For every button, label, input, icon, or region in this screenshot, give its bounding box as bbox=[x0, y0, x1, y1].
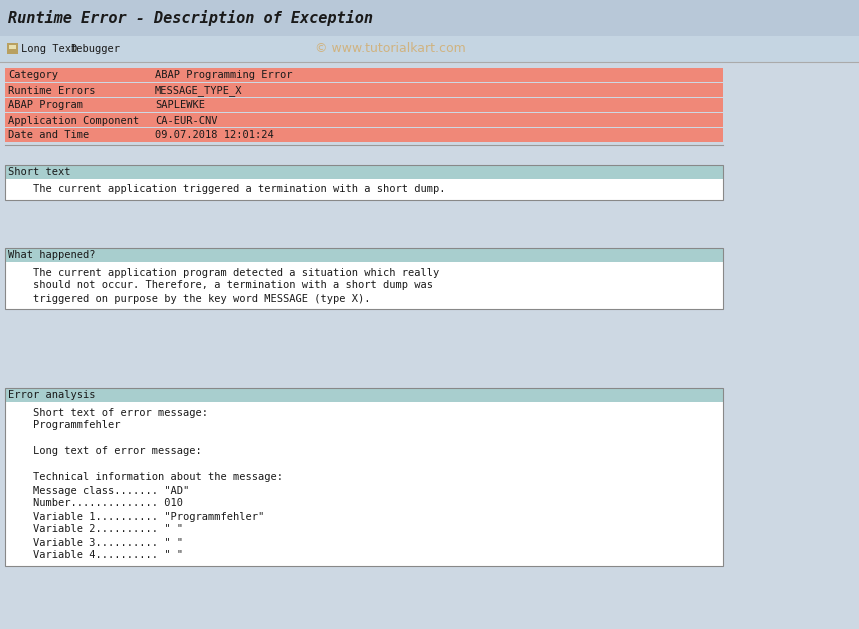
Text: Variable 1.......... "Programmfehler": Variable 1.......... "Programmfehler" bbox=[8, 511, 265, 521]
Text: Short text: Short text bbox=[8, 167, 70, 177]
Bar bbox=[5, 248, 723, 262]
Text: Number.............. 010: Number.............. 010 bbox=[8, 499, 183, 508]
Text: © www.tutorialkart.com: © www.tutorialkart.com bbox=[314, 43, 466, 55]
Bar bbox=[5, 262, 723, 309]
Bar bbox=[0, 0, 859, 36]
Bar bbox=[5, 113, 723, 127]
Bar bbox=[5, 388, 723, 566]
Text: SAPLEWKE: SAPLEWKE bbox=[155, 101, 205, 111]
Bar bbox=[5, 248, 723, 309]
Text: The current application program detected a situation which really: The current application program detected… bbox=[8, 267, 439, 277]
Text: should not occur. Therefore, a termination with a short dump was: should not occur. Therefore, a terminati… bbox=[8, 281, 433, 291]
Text: MESSAGE_TYPE_X: MESSAGE_TYPE_X bbox=[155, 85, 242, 96]
Text: Message class....... "AD": Message class....... "AD" bbox=[8, 486, 189, 496]
Text: triggered on purpose by the key word MESSAGE (type X).: triggered on purpose by the key word MES… bbox=[8, 294, 370, 304]
Text: Programmfehler: Programmfehler bbox=[8, 421, 120, 430]
Bar bbox=[5, 165, 723, 179]
Text: Long text of error message:: Long text of error message: bbox=[8, 447, 202, 457]
Text: Variable 4.......... " ": Variable 4.......... " " bbox=[8, 550, 183, 560]
Bar bbox=[7, 43, 18, 54]
Text: Application Component: Application Component bbox=[8, 116, 139, 126]
Text: Error analysis: Error analysis bbox=[8, 390, 95, 400]
Bar bbox=[5, 402, 723, 566]
Bar bbox=[9, 45, 16, 49]
Bar bbox=[5, 128, 723, 142]
Text: Short text of error message:: Short text of error message: bbox=[8, 408, 208, 418]
Text: Technical information about the message:: Technical information about the message: bbox=[8, 472, 283, 482]
Text: The current application triggered a termination with a short dump.: The current application triggered a term… bbox=[8, 184, 446, 194]
Text: Variable 3.......... " ": Variable 3.......... " " bbox=[8, 538, 183, 547]
Bar bbox=[5, 68, 723, 82]
Text: Variable 2.......... " ": Variable 2.......... " " bbox=[8, 525, 183, 535]
Text: Debugger: Debugger bbox=[70, 44, 120, 54]
Text: ABAP Program: ABAP Program bbox=[8, 101, 83, 111]
Text: Runtime Error - Description of Exception: Runtime Error - Description of Exception bbox=[8, 10, 373, 26]
Bar bbox=[5, 388, 723, 402]
Text: 09.07.2018 12:01:24: 09.07.2018 12:01:24 bbox=[155, 130, 274, 140]
Text: CA-EUR-CNV: CA-EUR-CNV bbox=[155, 116, 217, 126]
Text: ABAP Programming Error: ABAP Programming Error bbox=[155, 70, 293, 81]
Bar bbox=[0, 36, 859, 62]
Text: Long Text: Long Text bbox=[21, 44, 77, 54]
Text: Category: Category bbox=[8, 70, 58, 81]
Text: Runtime Errors: Runtime Errors bbox=[8, 86, 95, 96]
Bar bbox=[5, 83, 723, 97]
Text: Date and Time: Date and Time bbox=[8, 130, 89, 140]
Text: What happened?: What happened? bbox=[8, 250, 95, 260]
Bar bbox=[5, 98, 723, 112]
Bar bbox=[5, 179, 723, 200]
Bar bbox=[5, 165, 723, 200]
